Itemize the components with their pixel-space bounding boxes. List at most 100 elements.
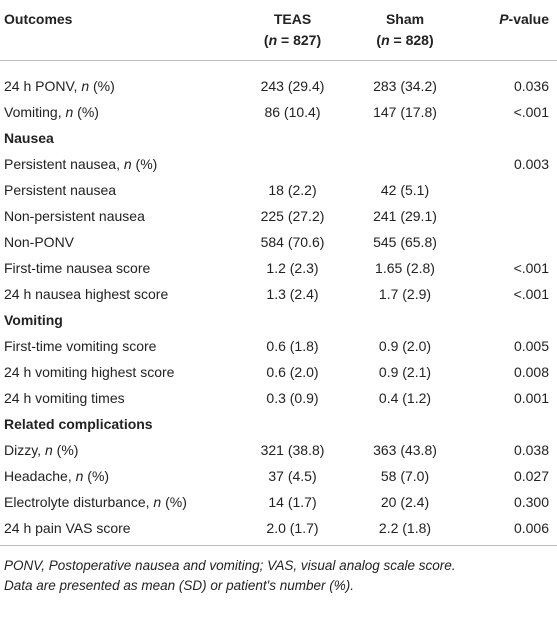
cell xyxy=(240,151,345,177)
data-row: Non-persistent nausea 225 (27.2) 241 (29.1… xyxy=(0,203,557,229)
data-row: Vomiting, n (%) 86 (10.4) 147 (17.8) <.001 xyxy=(0,99,557,125)
italic-segment: n xyxy=(153,493,162,510)
cell: 1.2 (2.3) xyxy=(266,259,319,276)
table-body: 24 h PONV, n (%) 243 (29.4) 283 (34.2) 0.03… xyxy=(0,61,557,546)
column-title: P-value xyxy=(465,9,549,30)
text-segment: Persistent nausea xyxy=(4,181,117,198)
row-label: 24 h vomiting highest score xyxy=(0,359,240,385)
column-sample-size: (n = 827) xyxy=(240,30,345,51)
cell: 0.008 xyxy=(513,363,549,380)
section-row: Related complications xyxy=(0,411,557,437)
data-row: Persistent nausea 18 (2.2) 42 (5.1) xyxy=(0,177,557,203)
italic-segment: n xyxy=(65,103,74,120)
cell xyxy=(465,177,557,203)
cell: 42 (5.1) xyxy=(380,181,430,198)
column-sample-size: (n = 828) xyxy=(345,30,465,51)
cell: 58 (7.0) xyxy=(380,467,430,484)
row-label: Electrolyte disturbance, n (%) xyxy=(0,489,240,515)
cell xyxy=(345,151,465,177)
cell: 321 (38.8) xyxy=(260,441,325,458)
text-segment: 24 h PONV, xyxy=(4,77,82,94)
cell: 0.9 (2.0) xyxy=(378,337,432,354)
cell: 1.3 (2.4) xyxy=(266,285,319,302)
cell: 0.006 xyxy=(465,515,557,546)
row-label: Persistent nausea, n (%) xyxy=(0,151,240,177)
cell: 0.036 xyxy=(513,77,549,94)
text-segment: = 828) xyxy=(389,32,434,48)
cell: 86 (10.4) xyxy=(264,103,321,120)
text-segment: 24 h nausea highest score xyxy=(4,285,169,302)
column-header: P-value xyxy=(465,0,557,61)
italic-segment: n xyxy=(268,32,278,48)
row-label: Headache, n (%) xyxy=(0,463,240,489)
cell: <.001 xyxy=(513,285,549,302)
row-label: Dizzy, n (%) xyxy=(0,437,240,463)
row-label: Non-PONV xyxy=(0,229,240,255)
row-label: 24 h PONV, n (%) xyxy=(0,61,240,100)
text-segment: (%) xyxy=(73,103,99,120)
cell: 18 (2.2) xyxy=(268,181,317,198)
table-header: Outcomes TEAS (n = 827) Sham (n = 828) P-valu… xyxy=(0,0,557,61)
italic-segment: n xyxy=(44,441,53,458)
row-label: 24 h pain VAS score xyxy=(0,515,240,546)
footnote: PONV, Postoperative nausea and vomiting;… xyxy=(4,558,456,573)
data-row: First-time vomiting score 0.6 (1.8) 0.9 (2… xyxy=(0,333,557,359)
text-segment: First-time vomiting score xyxy=(4,337,157,354)
italic-segment: n xyxy=(123,155,132,172)
results-table: Outcomes TEAS (n = 827) Sham (n = 828) P-valu… xyxy=(0,0,557,546)
text-segment: 24 h pain VAS score xyxy=(4,519,131,536)
column-title: TEAS xyxy=(240,9,345,30)
section-label: Nausea xyxy=(4,129,54,146)
column-header: TEAS (n = 827) xyxy=(240,0,345,61)
row-label: 24 h nausea highest score xyxy=(0,281,240,307)
text-segment: (%) xyxy=(89,77,115,94)
cell: 0.3 (0.9) xyxy=(266,389,319,406)
text-segment: Sham xyxy=(385,11,425,27)
column-header: Sham (n = 828) xyxy=(345,0,465,61)
cell: 0.003 xyxy=(513,155,549,172)
row-label: First-time nausea score xyxy=(0,255,240,281)
text-segment: Vomiting, xyxy=(4,103,66,120)
cell: 1.7 (2.9) xyxy=(378,285,432,302)
cell: 225 (27.2) xyxy=(260,207,325,224)
cell: 283 (34.2) xyxy=(373,77,437,94)
cell: 1.65 (2.8) xyxy=(375,259,435,276)
text-segment: Electrolyte disturbance, xyxy=(4,493,154,510)
section-row: Nausea xyxy=(0,125,557,151)
footnotes: PONV, Postoperative nausea and vomiting;… xyxy=(0,546,557,596)
cell: 545 (65.8) xyxy=(373,233,437,250)
row-label: Non-persistent nausea xyxy=(0,203,240,229)
cell: 0.027 xyxy=(513,467,549,484)
data-row: 24 h nausea highest score 1.3 (2.4) 1.7 (2… xyxy=(0,281,557,307)
text-segment: ( xyxy=(263,32,269,48)
text-segment: = 827) xyxy=(277,32,322,48)
data-row: Dizzy, n (%) 321 (38.8) 363 (43.8) 0.038 xyxy=(0,437,557,463)
column-header: Outcomes xyxy=(0,0,240,61)
cell: 0.6 (1.8) xyxy=(266,337,319,354)
data-row: Persistent nausea, n (%) 0.003 xyxy=(0,151,557,177)
column-title: Outcomes xyxy=(4,9,240,30)
data-row: Electrolyte disturbance, n (%) 14 (1.7) 20… xyxy=(0,489,557,515)
column-title: Sham xyxy=(345,9,465,30)
text-segment: 24 h vomiting times xyxy=(4,389,125,406)
cell: 2.0 (1.7) xyxy=(240,515,345,546)
cell: 0.005 xyxy=(513,337,549,354)
cell xyxy=(465,203,557,229)
row-label: Persistent nausea xyxy=(0,177,240,203)
cell: 0.6 (2.0) xyxy=(266,363,319,380)
data-row: 24 h pain VAS score 2.0 (1.7) 2.2 (1.8) 0.0… xyxy=(0,515,557,546)
cell: 2.2 (1.8) xyxy=(345,515,465,546)
cell: 0.001 xyxy=(513,389,549,406)
cell: 241 (29.1) xyxy=(373,207,437,224)
row-label: 24 h vomiting times xyxy=(0,385,240,411)
text-segment: (%) xyxy=(161,493,187,510)
cell: 0.9 (2.1) xyxy=(378,363,432,380)
header-row: Outcomes TEAS (n = 827) Sham (n = 828) P-valu… xyxy=(0,0,557,61)
data-row: 24 h PONV, n (%) 243 (29.4) 283 (34.2) 0.03… xyxy=(0,61,557,100)
section-row: Vomiting xyxy=(0,307,557,333)
data-row: Headache, n (%) 37 (4.5) 58 (7.0) 0.027 xyxy=(0,463,557,489)
italic-segment: n xyxy=(81,77,90,94)
cell: 37 (4.5) xyxy=(268,467,317,484)
row-label: Vomiting, n (%) xyxy=(0,99,240,125)
